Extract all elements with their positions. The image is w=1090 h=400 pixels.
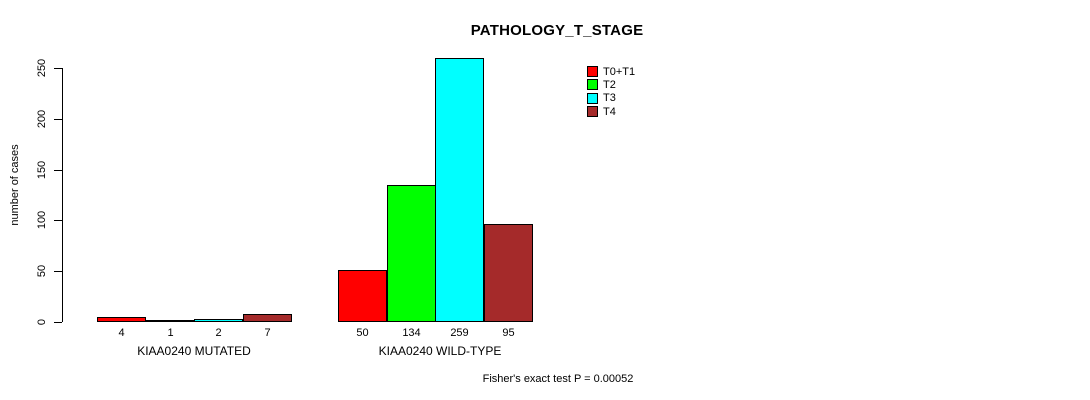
legend-label: T3: [603, 92, 616, 105]
y-tick-mark: [54, 271, 62, 272]
y-tick-label: 200: [36, 109, 48, 128]
bar-value-label: 4: [118, 327, 125, 339]
y-tick-mark: [54, 170, 62, 171]
group-label-wild-type: KIAA0240 WILD-TYPE: [378, 344, 502, 358]
y-tick-label: 150: [36, 160, 48, 179]
legend-swatch: [587, 66, 598, 78]
legend-swatch: [587, 79, 598, 91]
y-tick-label: 100: [36, 211, 48, 230]
bar-value-label: 50: [356, 327, 369, 339]
legend-item: T2: [587, 78, 635, 91]
bar-value-label: 95: [502, 327, 515, 339]
y-tick-mark: [54, 322, 62, 323]
bar-value-label: 259: [450, 327, 469, 339]
bar-value-label: 2: [215, 327, 222, 339]
y-tick-label: 0: [36, 318, 48, 326]
bar-value-label: 7: [264, 327, 271, 339]
y-tick-label: 50: [36, 265, 48, 278]
bar-t0-t1: [338, 270, 387, 322]
y-tick-mark: [54, 119, 62, 120]
legend-item: T0+T1: [587, 65, 635, 78]
legend-swatch: [587, 106, 598, 118]
fisher-test-annotation: Fisher's exact test P = 0.00052: [482, 373, 634, 385]
y-tick-mark: [54, 220, 62, 221]
bar-value-label: 134: [402, 327, 421, 339]
legend: T0+T1 T2 T3 T4: [587, 65, 635, 118]
bar-t2: [146, 320, 195, 322]
bar-t3: [194, 319, 243, 322]
y-axis-line: [62, 68, 63, 322]
bar-t3: [435, 58, 484, 322]
legend-label: T4: [603, 105, 616, 118]
group-label-mutated: KIAA0240 MUTATED: [137, 344, 251, 358]
legend-label: T2: [603, 78, 616, 91]
bar-t4: [243, 314, 292, 322]
legend-label: T0+T1: [603, 65, 636, 78]
bar-t2: [387, 185, 436, 322]
y-tick-mark: [54, 68, 62, 69]
y-tick-label: 250: [36, 58, 48, 78]
chart-title: PATHOLOGY_T_STAGE: [470, 22, 644, 39]
bar-t4: [484, 224, 533, 322]
legend-item: T3: [587, 92, 635, 105]
y-axis-label: number of cases: [9, 144, 21, 226]
legend-item: T4: [587, 105, 635, 118]
legend-swatch: [587, 92, 598, 104]
bar-t0-t1: [97, 317, 146, 322]
bar-value-label: 1: [167, 327, 174, 339]
